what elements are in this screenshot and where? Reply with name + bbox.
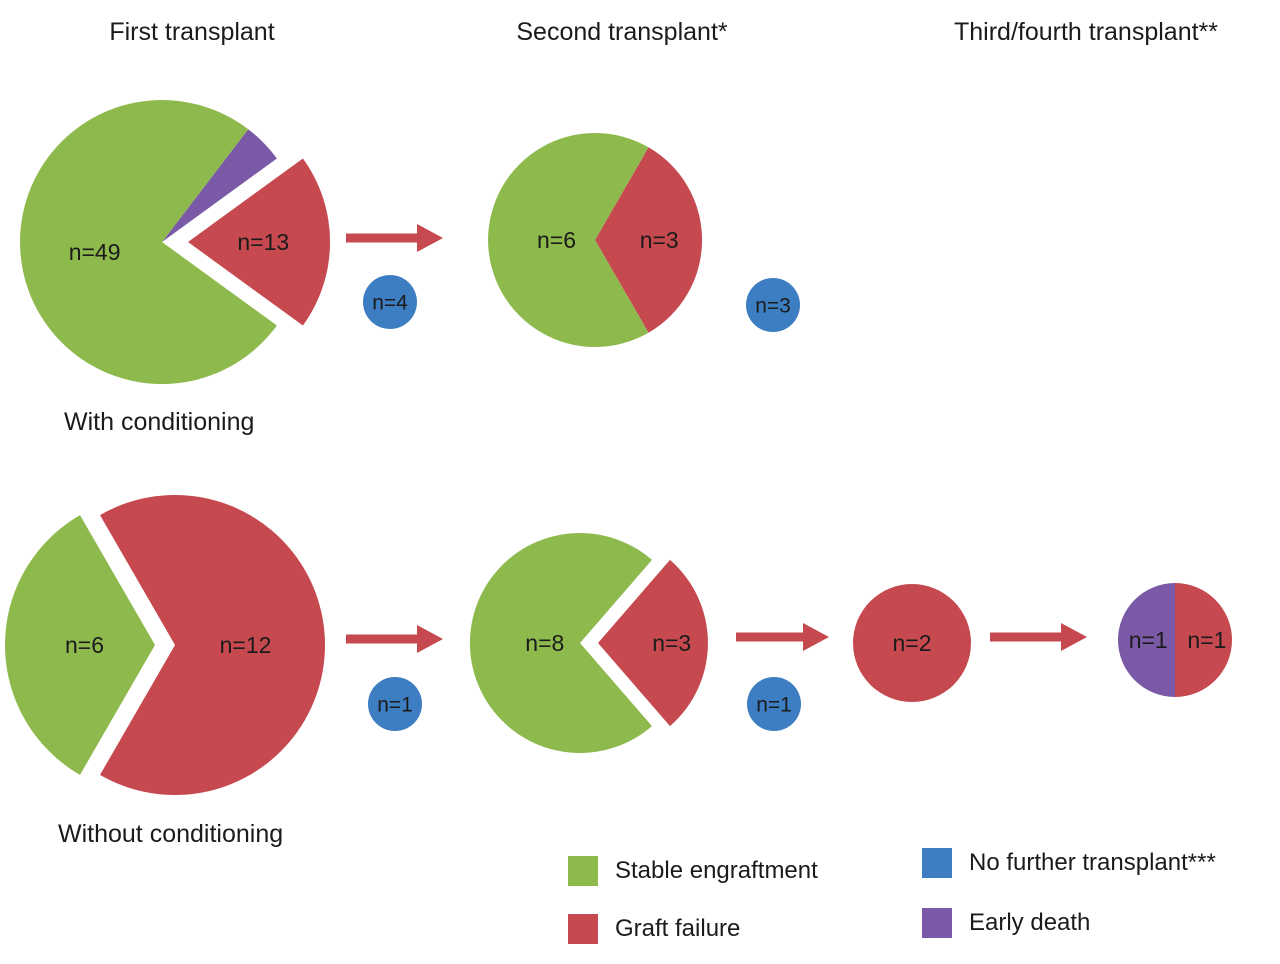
pie-slice-early-death <box>162 129 277 242</box>
pie-slice-graft-failure <box>100 495 326 795</box>
row-caption-with-conditioning: With conditioning <box>64 408 255 436</box>
pie-slice-stable-engraftment <box>488 133 649 347</box>
no-further-transplant-count-label: n=3 <box>755 294 791 317</box>
no-further-transplant-swatch <box>922 848 952 878</box>
pie-slice-stable-engraftment <box>5 515 156 775</box>
pie-slice-count-label: n=13 <box>237 229 289 255</box>
pie-slice-graft-failure <box>595 147 703 333</box>
pie-slice-count-label: n=8 <box>525 630 564 656</box>
pie-slice-count-label: n=3 <box>640 227 679 253</box>
pie-slice-stable-engraftment <box>469 532 652 753</box>
legend-label: Graft failure <box>615 915 741 942</box>
pie-slice-count-label: n=1 <box>1187 627 1226 653</box>
pie-slice-graft-failure <box>188 158 331 326</box>
legend-item-early-death: Early death <box>922 908 1090 938</box>
graft-failure-swatch <box>568 914 598 944</box>
pie-slice-graft-failure <box>598 559 708 727</box>
flow-arrow-head <box>417 224 443 252</box>
legend-item-no-further-transplant: No further transplant*** <box>922 848 1216 878</box>
pie-slice-count-label: n=1 <box>1129 627 1168 653</box>
no-further-transplant-circle <box>747 677 801 731</box>
early-death-swatch <box>922 908 952 938</box>
pie-slice-count-label: n=6 <box>537 227 576 253</box>
pie-slice-graft-failure <box>1175 583 1232 697</box>
column-header-third-fourth-transplant: Third/fourth transplant** <box>953 18 1219 46</box>
pie-slice-count-label: n=2 <box>892 630 931 656</box>
pie-slice-early-death <box>1118 583 1175 697</box>
pie-slice-count-label: n=12 <box>220 632 272 658</box>
legend-label: Stable engraftment <box>615 857 818 884</box>
no-further-transplant-count-label: n=1 <box>756 693 792 716</box>
pie-slice-stable-engraftment <box>20 100 277 385</box>
flow-arrow-head <box>1061 623 1087 651</box>
legend-item-graft-failure: Graft failure <box>568 914 740 944</box>
pie-slice-count-label: n=3 <box>652 630 691 656</box>
no-further-transplant-circle <box>746 278 800 332</box>
column-header-first-transplant: First transplant <box>109 18 275 46</box>
flow-arrow-head <box>803 623 829 651</box>
stable-engraftment-swatch <box>568 856 598 886</box>
legend-item-stable-engraftment: Stable engraftment <box>568 856 818 886</box>
pie-slice-graft-failure <box>853 584 971 702</box>
legend-label: No further transplant*** <box>969 849 1216 876</box>
row-caption-without-conditioning: Without conditioning <box>58 820 284 848</box>
column-header-second-transplant: Second transplant* <box>516 18 728 46</box>
no-further-transplant-count-label: n=4 <box>372 291 408 314</box>
no-further-transplant-circle <box>368 677 422 731</box>
no-further-transplant-count-label: n=1 <box>377 693 413 716</box>
pie-slice-count-label: n=49 <box>69 239 121 265</box>
legend-label: Early death <box>969 909 1091 936</box>
no-further-transplant-circle <box>363 275 417 329</box>
flow-arrow-head <box>417 625 443 653</box>
pie-slice-count-label: n=6 <box>65 632 104 658</box>
